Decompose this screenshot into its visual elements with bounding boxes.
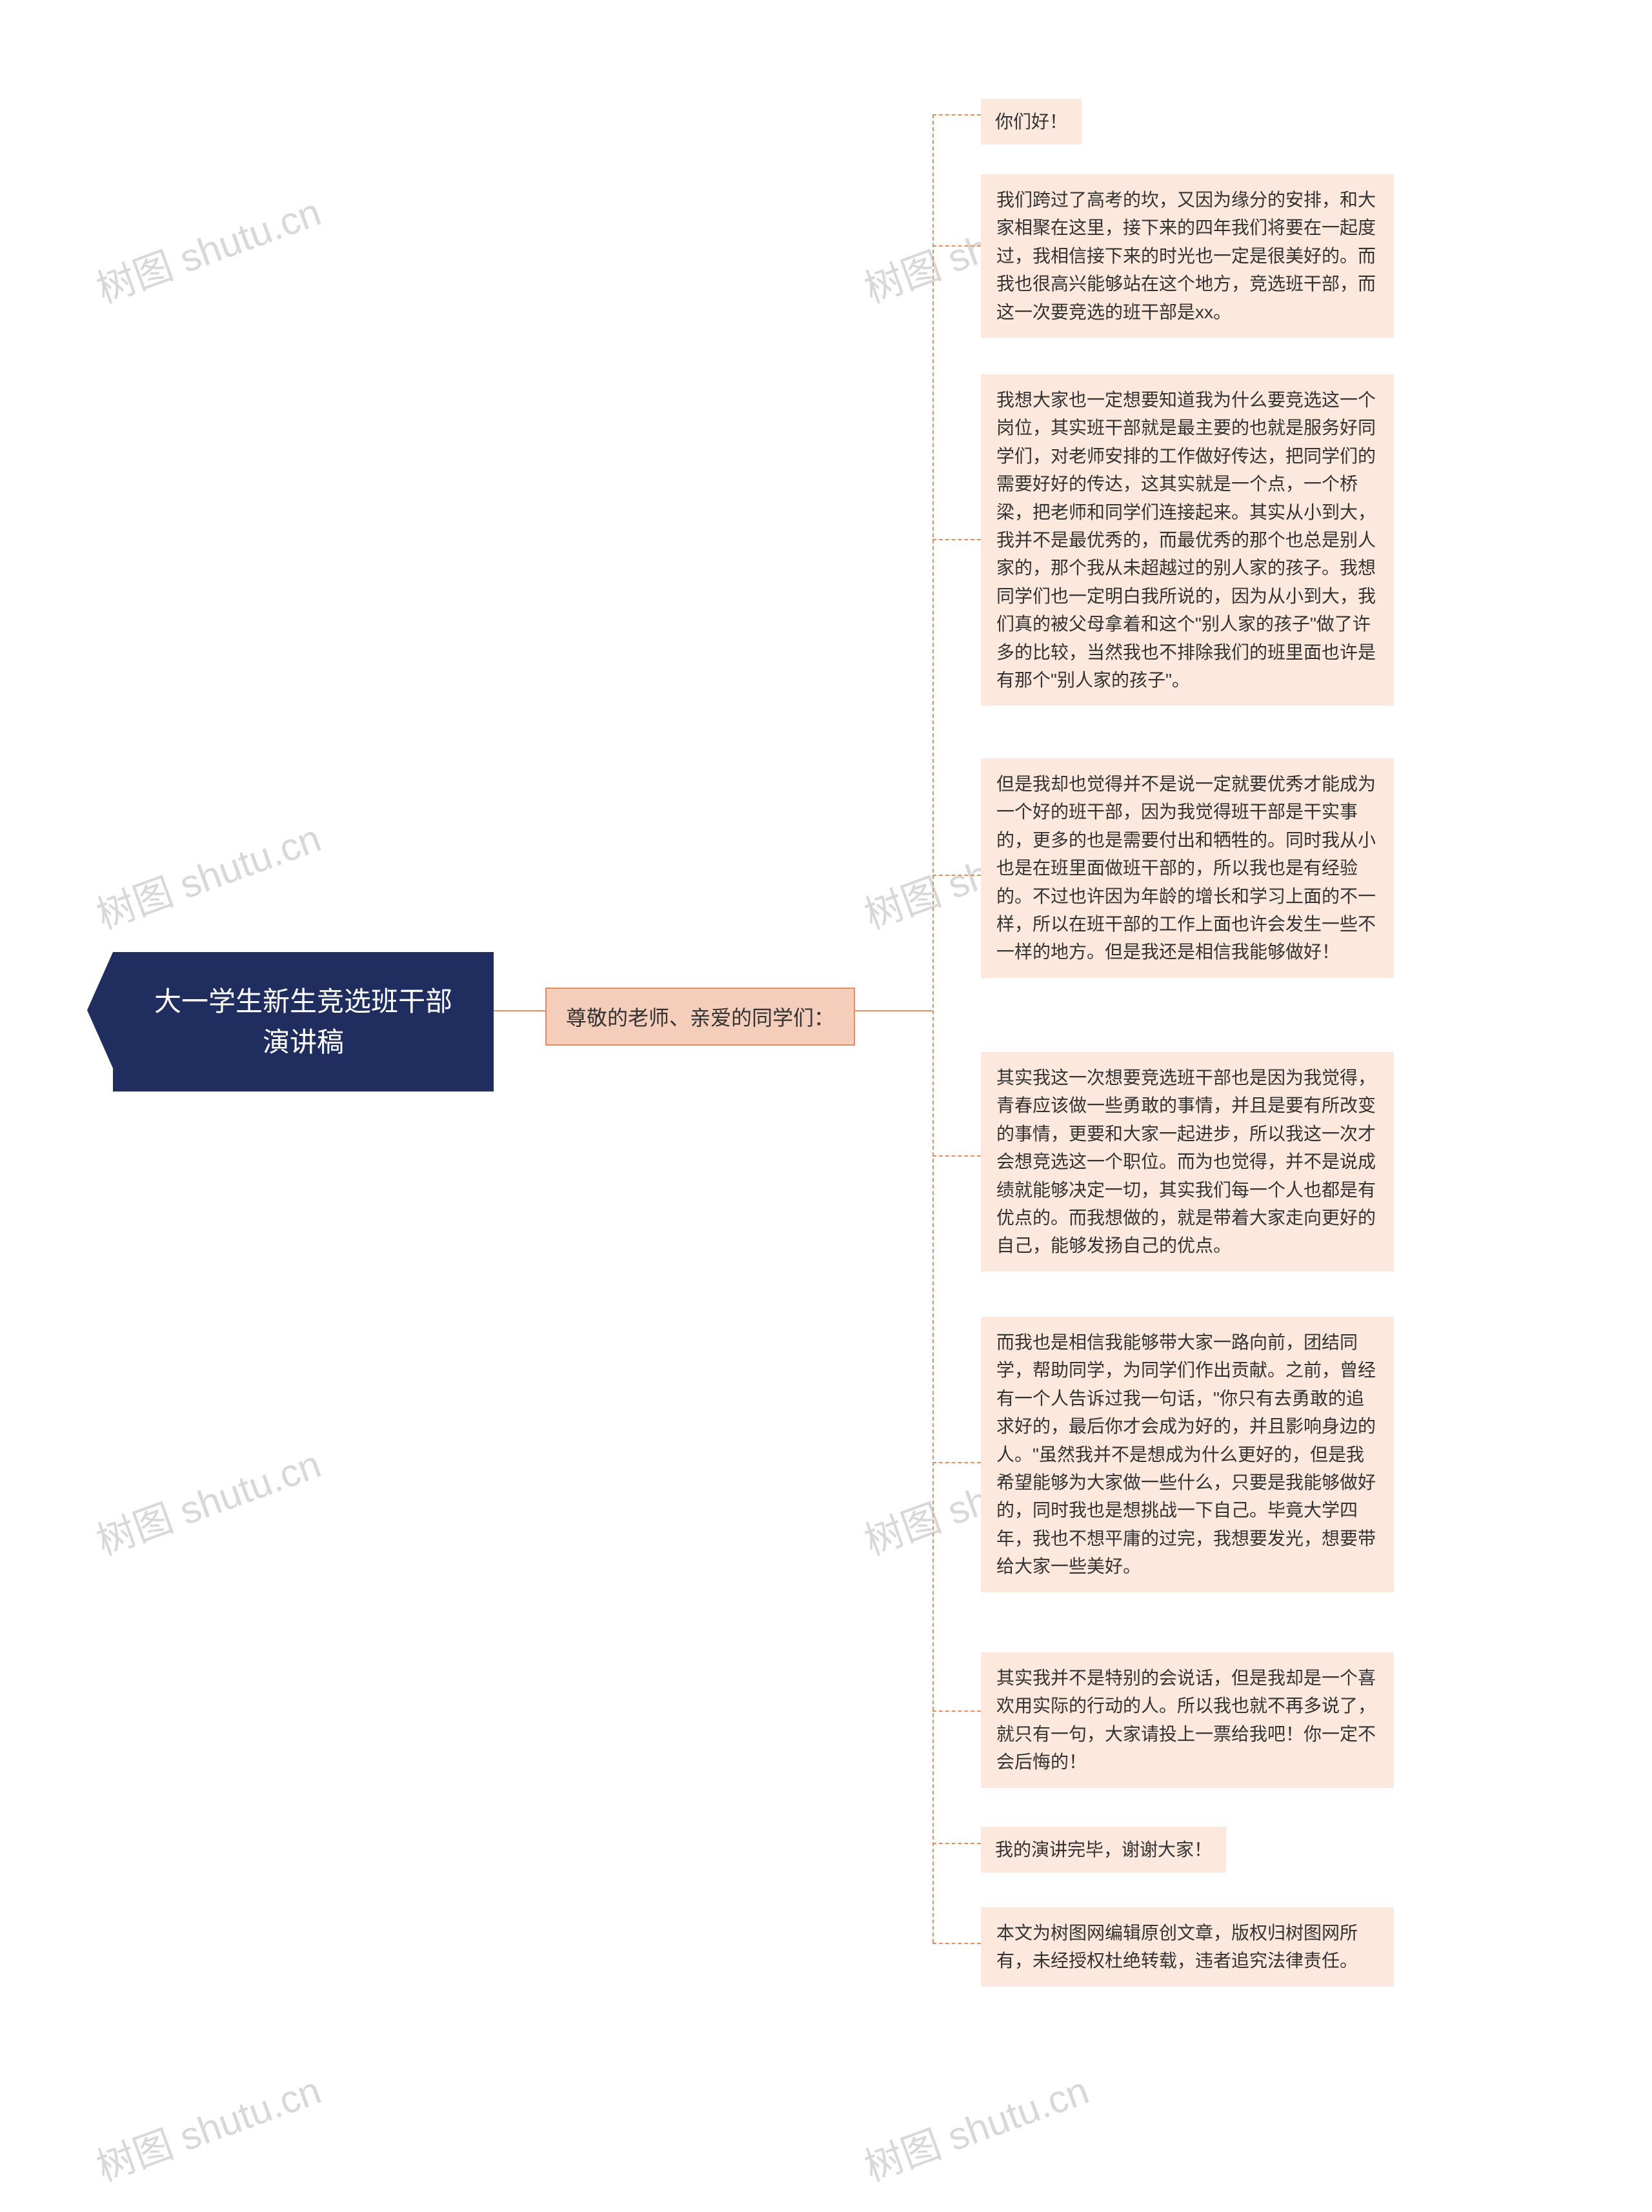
subtitle-node[interactable]: 尊敬的老师、亲爱的同学们： (545, 988, 855, 1046)
connector-stub (932, 1462, 981, 1463)
connector-stub (932, 1155, 981, 1157)
watermark: 树图 shutu.cn (88, 2059, 327, 2192)
root-title-line2: 演讲稿 (145, 1022, 461, 1062)
leaf-node[interactable]: 其实我并不是特别的会说话，但是我却是一个喜欢用实际的行动的人。所以我也就不再多说… (981, 1652, 1394, 1788)
connector-stub (932, 1843, 981, 1844)
leaf-node[interactable]: 其实我这一次想要竞选班干部也是因为我觉得，青春应该做一些勇敢的事情，并且是要有所… (981, 1052, 1394, 1272)
connector-stub (932, 245, 981, 247)
root-node[interactable]: 大一学生新生竞选班干部演讲稿 (113, 952, 494, 1091)
leaf-node[interactable]: 但是我却也觉得并不是说一定就要优秀才能成为一个好的班干部，因为我觉得班干部是干实… (981, 758, 1394, 978)
connector (842, 1010, 932, 1011)
leaf-node[interactable]: 而我也是相信我能够带大家一路向前，团结同学，帮助同学，为同学们作出贡献。之前，曾… (981, 1317, 1394, 1592)
root-title-line1: 大一学生新生竞选班干部 (145, 981, 461, 1022)
connector-spine (932, 114, 934, 1943)
connector-stub (932, 114, 981, 116)
leaf-node[interactable]: 本文为树图网编辑原创文章，版权归树图网所有，未经授权杜绝转载，违者追究法律责任。 (981, 1907, 1394, 1987)
watermark: 树图 shutu.cn (88, 1433, 327, 1566)
connector-stub (932, 1943, 981, 1944)
watermark: 树图 shutu.cn (88, 181, 327, 314)
connector-stub (932, 539, 981, 540)
connector-stub (932, 875, 981, 876)
connector-stub (932, 1710, 981, 1712)
leaf-node[interactable]: 我的演讲完毕，谢谢大家！ (981, 1827, 1226, 1872)
watermark: 树图 shutu.cn (88, 807, 327, 940)
leaf-node[interactable]: 你们好！ (981, 99, 1082, 145)
leaf-node[interactable]: 我们跨过了高考的坎，又因为缘分的安排，和大家相聚在这里，接下来的四年我们将要在一… (981, 174, 1394, 338)
leaf-node[interactable]: 我想大家也一定想要知道我为什么要竞选这一个岗位，其实班干部就是最主要的也就是服务… (981, 374, 1394, 705)
watermark: 树图 shutu.cn (856, 2059, 1095, 2192)
connector (494, 1010, 545, 1011)
